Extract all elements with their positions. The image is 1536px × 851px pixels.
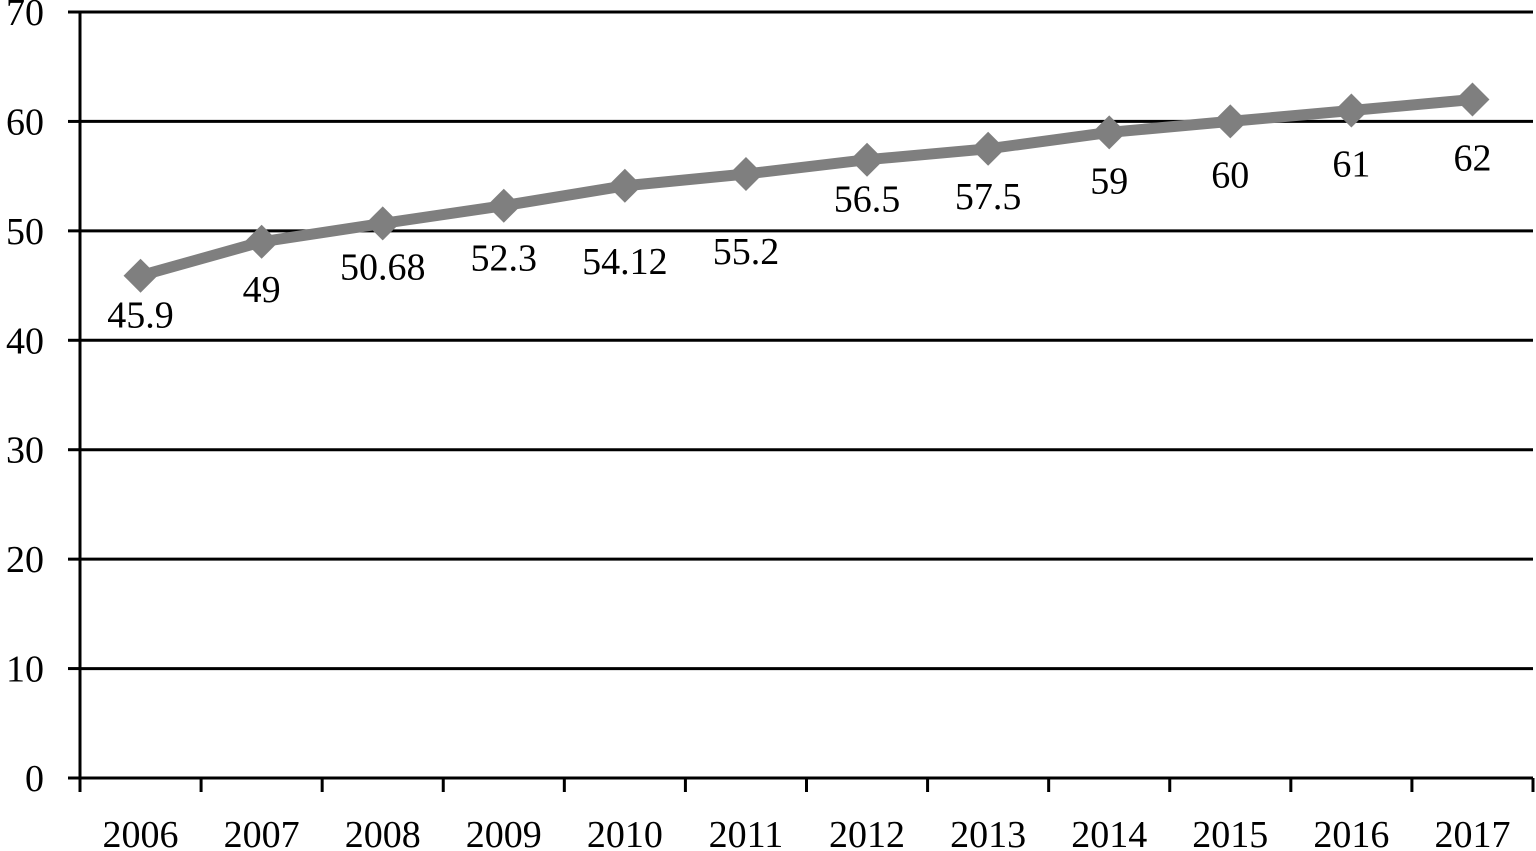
- data-point-marker: [850, 142, 885, 177]
- y-tick-label: 10: [6, 649, 44, 691]
- y-tick-label: 40: [6, 320, 44, 362]
- data-point-marker: [1092, 115, 1127, 150]
- data-label: 55.2: [713, 231, 780, 273]
- x-tick-label: 2007: [224, 814, 300, 851]
- x-tick-label: 2010: [587, 814, 663, 851]
- data-label: 59: [1090, 160, 1128, 202]
- data-point-marker: [365, 206, 400, 241]
- data-point-marker: [971, 131, 1006, 166]
- x-axis-tick-labels: 2006 2007 2008 2009 2010 2011 2012 2013 2014 2015…: [103, 814, 1511, 851]
- data-point-marker: [486, 188, 521, 223]
- data-label: 61: [1332, 143, 1370, 185]
- y-tick-label: 50: [6, 211, 44, 253]
- x-tick-label: 2013: [950, 814, 1026, 851]
- x-tick-label: 2015: [1192, 814, 1268, 851]
- data-label: 52.3: [471, 238, 538, 280]
- y-tick-label: 0: [25, 758, 44, 800]
- data-point-marker: [1455, 82, 1490, 117]
- x-tick-label: 2014: [1071, 814, 1147, 851]
- y-tick-label: 20: [6, 539, 44, 581]
- y-tick-label: 70: [6, 0, 44, 34]
- data-point-marker: [123, 258, 158, 293]
- data-point-marker: [728, 156, 763, 191]
- data-point-marker: [607, 168, 642, 203]
- data-point-marker: [1213, 104, 1248, 139]
- data-label: 62: [1453, 138, 1491, 180]
- data-labels: 45.9 49 50.68 52.3 54.12 55.2 56.5 57.5 59 60 61 62: [107, 138, 1491, 337]
- data-label: 50.68: [340, 246, 426, 288]
- x-tick-label: 2017: [1434, 814, 1510, 851]
- x-tick-label: 2006: [103, 814, 179, 851]
- y-tick-label: 60: [6, 101, 44, 143]
- x-tick-label: 2012: [829, 814, 905, 851]
- data-label: 49: [243, 269, 281, 311]
- x-tick-label: 2008: [345, 814, 421, 851]
- axes: [68, 10, 1535, 792]
- data-label: 54.12: [582, 241, 668, 283]
- series-markers: [123, 82, 1490, 293]
- x-tick-label: 2011: [709, 814, 784, 851]
- data-label: 57.5: [955, 176, 1022, 218]
- data-label: 45.9: [107, 295, 174, 337]
- x-tick-label: 2009: [466, 814, 542, 851]
- data-label: 56.5: [834, 179, 901, 221]
- data-point-marker: [244, 224, 279, 259]
- series-line-path: [135, 94, 1478, 282]
- y-axis-tick-labels: 0 10 20 30 40 50 60 70: [6, 0, 44, 800]
- y-tick-label: 30: [6, 430, 44, 472]
- data-label: 60: [1211, 154, 1249, 196]
- data-point-marker: [1334, 93, 1369, 128]
- x-tick-label: 2016: [1313, 814, 1389, 851]
- series-line: [135, 94, 1478, 282]
